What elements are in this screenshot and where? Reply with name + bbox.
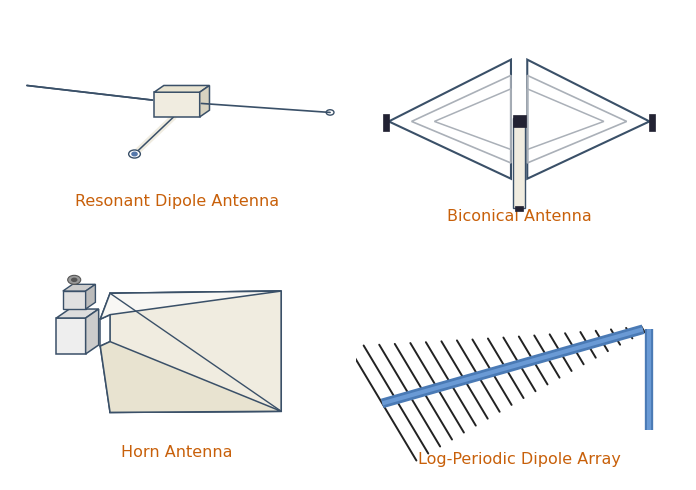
Circle shape [129,150,141,158]
Polygon shape [56,309,99,318]
Circle shape [71,277,77,282]
Text: Biconical Antenna: Biconical Antenna [447,209,592,224]
Bar [512,115,525,127]
Polygon shape [100,291,281,319]
Polygon shape [154,85,209,92]
Bar [513,118,525,208]
Text: Horn Antenna: Horn Antenna [121,445,232,460]
Polygon shape [110,291,281,413]
Bar [383,114,389,131]
Polygon shape [200,85,209,117]
Bar [649,114,656,131]
Polygon shape [63,291,86,309]
Text: Log-Periodic Dipole Array: Log-Periodic Dipole Array [418,452,621,467]
Polygon shape [100,342,281,413]
Polygon shape [154,92,200,117]
Polygon shape [86,309,99,354]
Circle shape [132,152,137,156]
Polygon shape [63,284,95,291]
Polygon shape [100,291,281,319]
Bar [515,206,523,211]
Polygon shape [86,284,95,309]
Circle shape [68,275,81,284]
Polygon shape [100,342,281,413]
Polygon shape [56,318,86,354]
Text: Resonant Dipole Antenna: Resonant Dipole Antenna [75,194,279,209]
